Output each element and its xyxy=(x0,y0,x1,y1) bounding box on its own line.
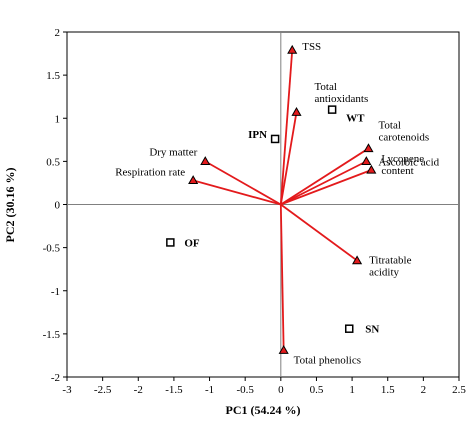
y-tick-label: 1 xyxy=(55,113,61,125)
x-tick-label: -0.5 xyxy=(236,384,254,396)
x-tick-label: 2.5 xyxy=(452,384,466,396)
x-tick-label: 1 xyxy=(349,384,355,396)
variable-label-dry-matter: Dry matter xyxy=(149,146,197,158)
vector-tip-respiration-rate xyxy=(188,175,199,184)
variable-label-tss: TSS xyxy=(302,41,321,53)
variable-label-total-carotenoids: carotenoids xyxy=(378,131,429,143)
y-tick-label: 2 xyxy=(55,27,61,39)
variable-vectors-group: TSSTotalantioxidantsTotalcarotenoidsAsco… xyxy=(115,41,439,366)
y-tick-label: 0.5 xyxy=(46,156,60,168)
vector-tip-total-carotenoids xyxy=(363,143,374,153)
variable-label-respiration-rate: Respiration rate xyxy=(115,166,185,178)
observation-label-sn: SN xyxy=(365,324,379,336)
vector-total-carotenoids xyxy=(280,147,369,206)
y-tick-label: -2 xyxy=(51,372,60,384)
x-tick-label: 2 xyxy=(421,384,427,396)
vector-tip-total-phenolics xyxy=(278,345,289,354)
vector-tip-tss xyxy=(287,44,298,54)
vector-tip-ascorbic-acid xyxy=(361,156,372,166)
variable-label-titratable-acidity: acidity xyxy=(369,267,399,279)
vector-total-antioxidants xyxy=(279,112,298,205)
y-tick-label: 1.5 xyxy=(46,70,60,82)
x-tick-label: 0.5 xyxy=(310,384,324,396)
observation-marker-of xyxy=(166,238,175,247)
x-tick-label: 0 xyxy=(278,384,284,396)
variable-label-total-antioxidants: antioxidants xyxy=(314,93,368,105)
x-tick-label: -1 xyxy=(205,384,214,396)
y-tick-label: -0.5 xyxy=(43,243,61,255)
variable-label-lycopene-content: content xyxy=(381,165,413,177)
x-tick-label: 1.5 xyxy=(381,384,395,396)
vector-lycopene-content xyxy=(280,169,372,206)
x-tick-label: -2.5 xyxy=(94,384,112,396)
observation-marker-wt xyxy=(327,105,337,114)
y-axis-title: PC2 (30.16 %) xyxy=(3,168,17,243)
observation-label-wt: WT xyxy=(346,113,365,125)
vector-tip-titratable-acidity xyxy=(352,255,363,265)
y-tick-label: -1 xyxy=(51,286,60,298)
ticks-group: -3 -2.5 -2 -1.5 -1 -0.5 0 0.5 1 1.5 2 2.5 2 1.5 1 0.5 0 -… xyxy=(43,27,467,396)
variable-label-total-phenolics: Total phenolics xyxy=(294,354,361,366)
variable-label-total-carotenoids: Total xyxy=(378,119,400,131)
vector-total-phenolics xyxy=(279,204,285,351)
variable-label-lycopene-content: Lycopene xyxy=(381,153,424,165)
vector-titratable-acidity xyxy=(280,203,358,262)
x-tick-label: -1.5 xyxy=(165,384,183,396)
y-tick-label: -1.5 xyxy=(43,329,61,341)
x-axis-title: PC1 (54.24 %) xyxy=(226,403,301,417)
vector-tip-total-antioxidants xyxy=(291,107,302,116)
variable-label-ascorbic-acid: Ascorbic acid xyxy=(378,156,439,168)
vector-tip-dry-matter xyxy=(200,156,211,166)
observation-label-of: OF xyxy=(184,237,200,249)
variable-label-total-antioxidants: Total xyxy=(314,81,336,93)
vector-tss xyxy=(279,50,294,205)
y-tick-label: 0 xyxy=(55,200,61,212)
x-tick-label: -2 xyxy=(134,384,143,396)
observation-marker-sn xyxy=(344,324,354,333)
observations-group: WT IPN OF SN xyxy=(166,105,379,336)
x-tick-label: -3 xyxy=(62,384,72,396)
observation-label-ipn: IPN xyxy=(248,129,267,141)
vector-tip-lycopene-content xyxy=(366,164,377,174)
vector-dry-matter xyxy=(204,160,282,206)
vector-respiration-rate xyxy=(192,179,282,206)
variable-label-titratable-acidity: Titratable xyxy=(369,255,411,267)
observation-marker-ipn xyxy=(270,134,280,144)
vector-ascorbic-acid xyxy=(280,160,367,206)
